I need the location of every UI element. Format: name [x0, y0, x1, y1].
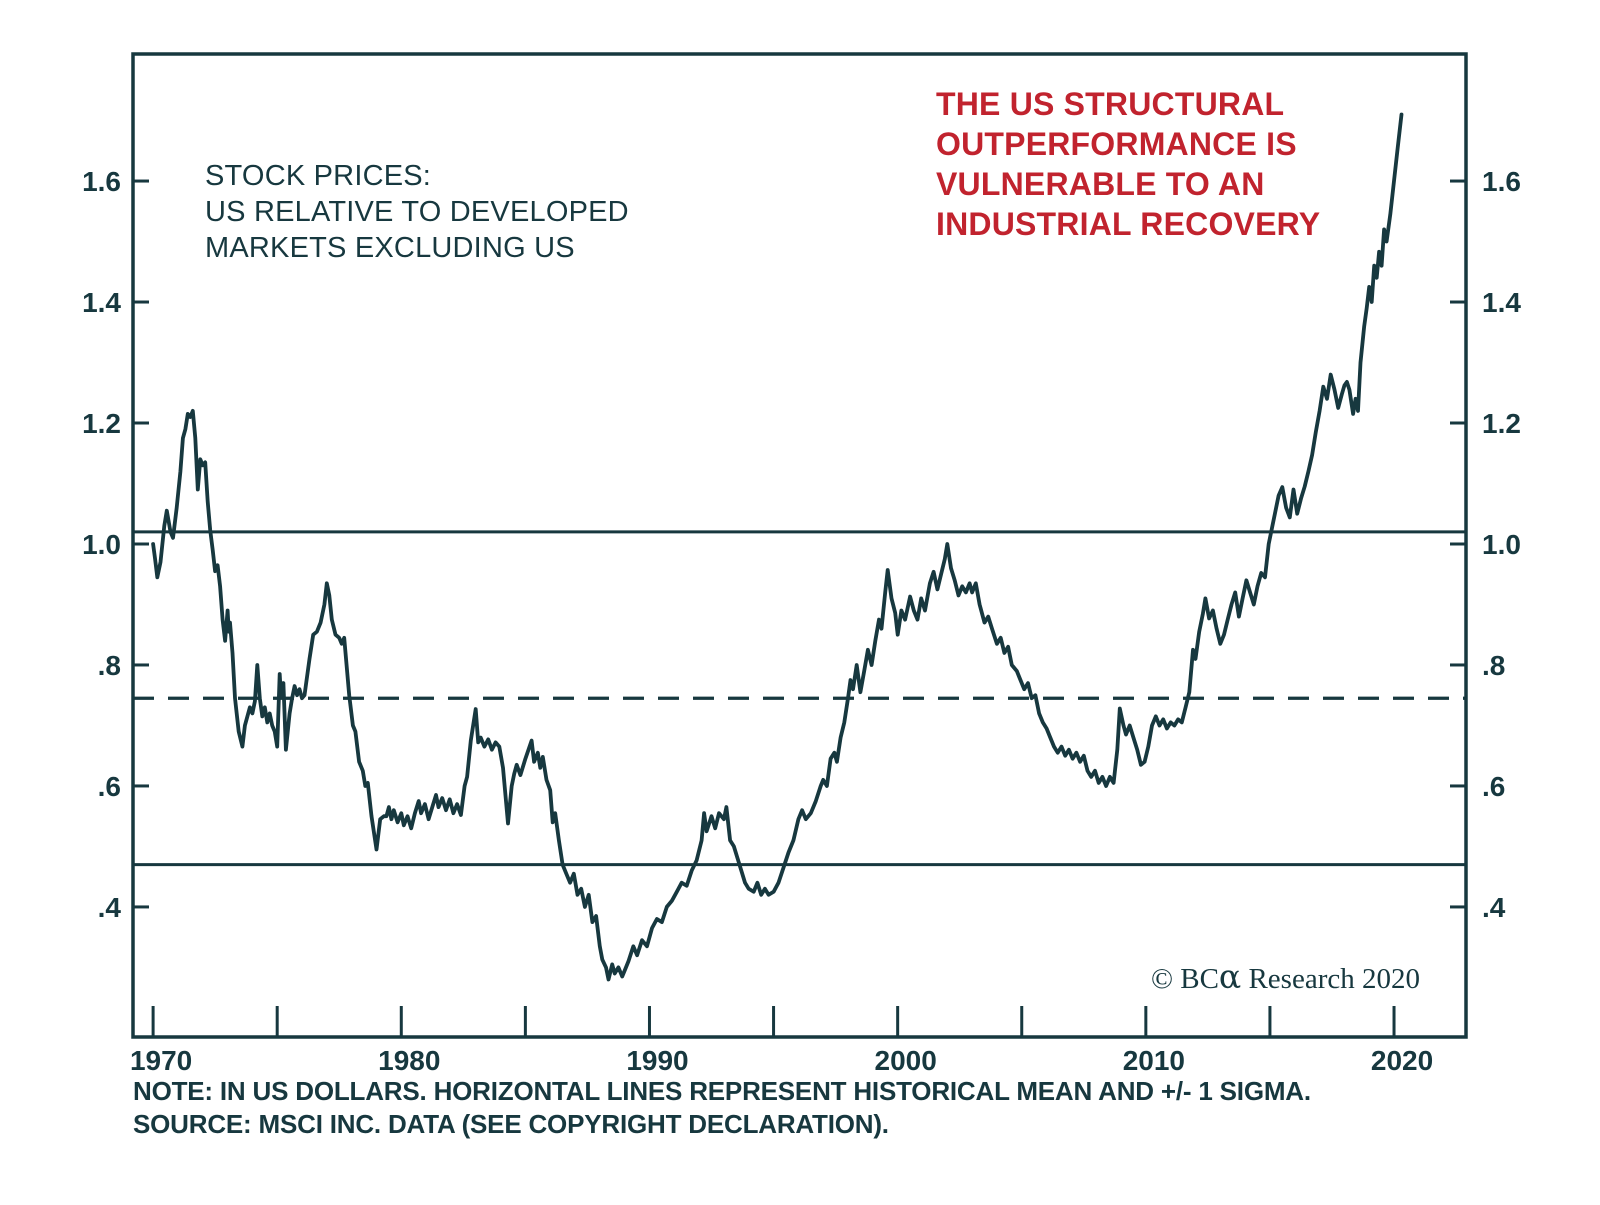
- y-axis-label-left: .6: [98, 771, 121, 802]
- copyright-suffix: Research: [1241, 963, 1355, 995]
- y-axis-label-left: 1.4: [82, 287, 121, 318]
- y-axis-label-left: .8: [98, 650, 121, 681]
- x-axis-label: 1980: [378, 1045, 440, 1076]
- copyright-year: 2020: [1362, 963, 1420, 995]
- x-axis-label: 1990: [626, 1045, 688, 1076]
- chart-title-line: MARKETS EXCLUDING US: [205, 232, 575, 264]
- annotation-line: OUTPERFORMANCE IS: [936, 126, 1297, 162]
- y-axis-label-right: .6: [1482, 771, 1505, 802]
- bca-alpha-glyph: α: [1218, 957, 1242, 996]
- source-line: SOURCE: MSCI INC. DATA (SEE COPYRIGHT DE…: [133, 1109, 889, 1139]
- y-axis-label-right: 1.0: [1482, 529, 1521, 560]
- copyright-prefix: © BC: [1150, 963, 1219, 995]
- annotation-line: VULNERABLE TO AN: [936, 166, 1265, 202]
- annotation-line: THE US STRUCTURAL: [936, 86, 1285, 122]
- y-axis-label-left: 1.6: [82, 166, 121, 197]
- chart-title: STOCK PRICES: US RELATIVE TO DEVELOPED M…: [205, 158, 629, 266]
- x-axis-label: 2010: [1123, 1045, 1185, 1076]
- bca-research-copyright: © BCα Research 2020: [1150, 960, 1420, 996]
- footnotes: NOTE: IN US DOLLARS. HORIZONTAL LINES RE…: [133, 1075, 1311, 1141]
- y-axis-label-left: 1.2: [82, 408, 121, 439]
- annotation-line: INDUSTRIAL RECOVERY: [936, 206, 1321, 242]
- x-axis-label: 2000: [875, 1045, 937, 1076]
- annotation-red: THE US STRUCTURAL OUTPERFORMANCE IS VULN…: [936, 84, 1320, 244]
- y-axis-label-right: 1.2: [1482, 408, 1521, 439]
- plot-frame: [131, 52, 1468, 1039]
- y-axis-label-left: 1.0: [82, 529, 121, 560]
- x-axis-label: 1970: [130, 1045, 192, 1076]
- y-axis-label-right: .4: [1482, 892, 1506, 923]
- chart-title-line: STOCK PRICES:: [205, 160, 432, 192]
- y-axis-label-right: 1.6: [1482, 166, 1521, 197]
- price-relative-line: [151, 112, 1404, 982]
- note-line: NOTE: IN US DOLLARS. HORIZONTAL LINES RE…: [133, 1076, 1311, 1106]
- x-axis-label: 2020: [1371, 1045, 1433, 1076]
- y-axis-label-right: 1.4: [1482, 287, 1521, 318]
- y-axis-label-left: .4: [98, 892, 122, 923]
- chart-title-line: US RELATIVE TO DEVELOPED: [205, 196, 629, 228]
- y-axis-label-right: .8: [1482, 650, 1505, 681]
